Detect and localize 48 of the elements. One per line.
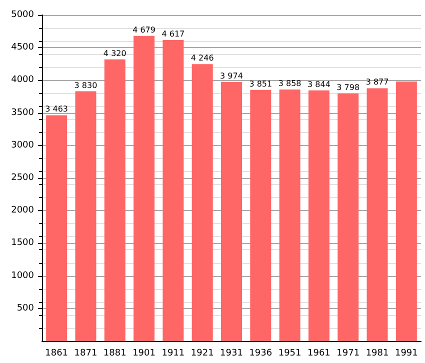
y-tick-label: 4500 <box>11 42 34 53</box>
data-label: 3 798 <box>336 82 360 92</box>
y-tick-label: 1000 <box>11 270 34 281</box>
bar <box>46 115 68 341</box>
x-tick-label: 1911 <box>162 348 185 358</box>
bar <box>338 93 359 341</box>
x-tick-label: 1931 <box>220 348 243 358</box>
x-tick-label: 1861 <box>45 348 68 358</box>
x-tick-label: 1951 <box>278 348 302 358</box>
x-tick-label: 1901 <box>132 348 156 358</box>
bar <box>75 91 96 341</box>
bar <box>250 90 272 341</box>
data-label: 4 320 <box>103 48 126 58</box>
x-tick-label: 1981 <box>366 348 389 358</box>
x-tick-label: 1871 <box>74 348 98 358</box>
data-label: 4 617 <box>162 29 185 38</box>
x-tick-label: 1881 <box>103 348 126 358</box>
y-tick-label: 5000 <box>11 10 34 20</box>
data-label: 4 246 <box>190 54 214 63</box>
x-tick-label: 1936 <box>249 348 272 358</box>
y-tick-label: 3500 <box>11 108 34 118</box>
data-label: 3 830 <box>74 80 98 90</box>
x-tick-label: 1991 <box>394 348 418 358</box>
y-tick-label: 2000 <box>11 206 34 216</box>
y-tick-label: 500 <box>16 303 34 314</box>
bar <box>192 64 213 341</box>
x-tick-label: 1921 <box>190 348 214 358</box>
x-tick-label: 1971 <box>336 348 360 358</box>
data-label: 4 679 <box>132 25 156 34</box>
y-tick-label: 2500 <box>11 173 34 183</box>
x-tick-label: 1961 <box>308 348 330 358</box>
data-label: 3 974 <box>220 71 243 80</box>
bar <box>279 89 300 341</box>
bar <box>396 82 417 341</box>
data-label: 3 851 <box>249 79 272 88</box>
bar <box>221 82 242 341</box>
y-tick-label: 3000 <box>11 140 34 150</box>
data-label: 3 877 <box>366 78 389 87</box>
bar <box>162 40 184 341</box>
y-tick-label: 4000 <box>11 75 34 86</box>
y-tick-label: 1500 <box>11 238 34 248</box>
bar <box>308 90 330 341</box>
bar <box>104 59 126 341</box>
bar <box>134 36 155 341</box>
bar <box>366 88 388 341</box>
data-label: 3 858 <box>278 78 302 88</box>
data-label: 3 463 <box>45 104 68 114</box>
data-label: 3 844 <box>308 80 330 89</box>
